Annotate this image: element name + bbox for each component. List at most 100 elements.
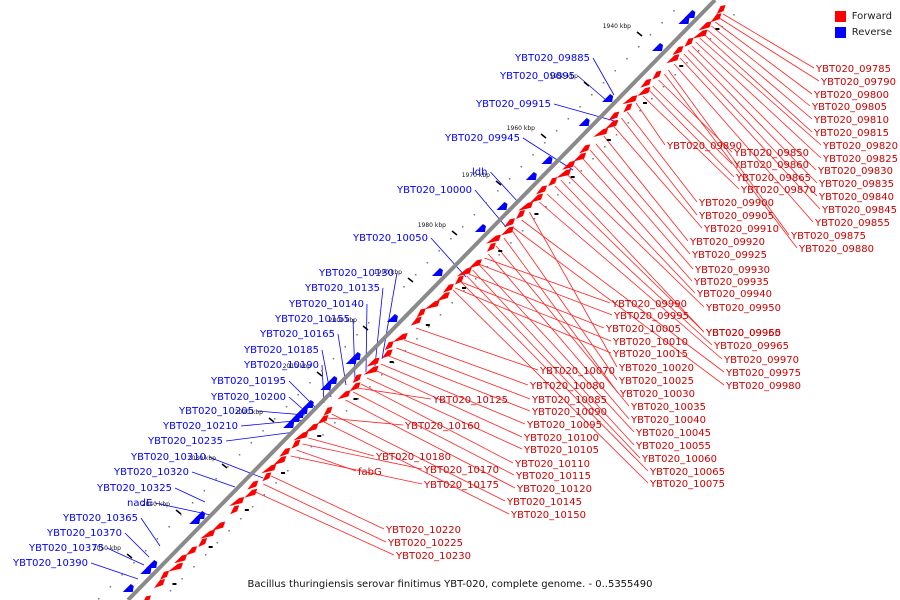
forward-gene-label[interactable]: YBT020_10020 <box>618 363 694 374</box>
forward-gene-label[interactable]: YBT020_10035 <box>630 402 706 413</box>
forward-gene-glyph[interactable] <box>160 570 170 580</box>
forward-gene-label[interactable]: YBT020_09820 <box>822 141 898 152</box>
forward-gene-label[interactable]: YBT020_09890 <box>666 141 742 152</box>
reverse-gene-glyph[interactable] <box>678 16 690 24</box>
forward-gene-label[interactable]: YBT020_09815 <box>813 128 889 139</box>
forward-gene-glyph[interactable] <box>363 365 379 375</box>
forward-gene-glyph[interactable] <box>485 234 501 244</box>
reverse-gene-label[interactable]: YBT020_10155 <box>274 314 350 325</box>
forward-gene-label[interactable]: YBT020_10115 <box>515 471 591 482</box>
reverse-gene-glyph[interactable] <box>541 156 553 164</box>
forward-gene-glyph[interactable] <box>142 595 151 600</box>
forward-gene-glyph[interactable] <box>468 259 482 269</box>
forward-gene-glyph[interactable] <box>637 87 651 96</box>
forward-gene-label[interactable]: YBT020_09870 <box>740 185 816 196</box>
forward-gene-glyph[interactable] <box>518 201 534 211</box>
forward-gene-glyph[interactable] <box>279 447 291 457</box>
forward-gene-label[interactable]: YBT020_09925 <box>691 250 767 261</box>
forward-gene-glyph[interactable] <box>416 308 426 318</box>
forward-gene-label[interactable]: YBT020_09965 <box>713 341 789 352</box>
forward-gene-label[interactable]: YBT020_10125 <box>432 395 508 406</box>
forward-gene-label[interactable]: YBT020_09980 <box>725 381 801 392</box>
forward-gene-glyph[interactable] <box>672 46 684 55</box>
reverse-gene-label[interactable]: ldh <box>472 167 487 178</box>
forward-gene-label[interactable]: YBT020_10070 <box>539 366 615 377</box>
reverse-gene-label[interactable]: YBT020_10390 <box>12 558 88 569</box>
reverse-gene-label[interactable]: YBT020_10140 <box>288 299 364 310</box>
forward-gene-glyph[interactable] <box>261 464 277 474</box>
forward-gene-glyph[interactable] <box>291 439 301 449</box>
forward-gene-label[interactable]: YBT020_10120 <box>516 484 592 495</box>
forward-gene-glyph[interactable] <box>349 382 361 392</box>
forward-gene-glyph[interactable] <box>424 300 440 310</box>
forward-gene-glyph[interactable] <box>548 177 558 187</box>
forward-gene-glyph[interactable] <box>530 193 544 203</box>
reverse-gene-glyph[interactable] <box>345 356 357 364</box>
forward-gene-label[interactable]: YBT020_10060 <box>641 454 717 465</box>
reverse-gene-label[interactable]: YBT020_09895 <box>499 71 575 82</box>
forward-gene-label[interactable]: YBT020_09995 <box>613 311 689 322</box>
reverse-gene-label[interactable]: YBT020_09945 <box>444 133 520 144</box>
forward-gene-glyph[interactable] <box>573 152 587 162</box>
forward-gene-glyph[interactable] <box>337 390 351 400</box>
forward-gene-label[interactable]: YBT020_10040 <box>630 415 706 426</box>
forward-gene-label[interactable]: YBT020_09940 <box>696 289 772 300</box>
forward-gene-label[interactable]: YBT020_10010 <box>612 337 688 348</box>
reverse-gene-label[interactable]: YBT020_10370 <box>46 528 122 539</box>
forward-gene-label[interactable]: YBT020_09800 <box>813 90 889 101</box>
reverse-gene-glyph[interactable] <box>386 314 398 322</box>
forward-gene-glyph[interactable] <box>168 562 184 572</box>
reverse-gene-glyph[interactable] <box>146 560 158 568</box>
forward-gene-label[interactable]: YBT020_09845 <box>821 205 897 216</box>
forward-gene-label[interactable]: YBT020_10110 <box>514 459 590 470</box>
reverse-gene-glyph[interactable] <box>122 584 134 592</box>
forward-gene-label[interactable]: YBT020_09975 <box>725 368 801 379</box>
reverse-gene-glyph[interactable] <box>302 400 314 408</box>
reverse-gene-label[interactable]: nadE <box>127 498 152 509</box>
forward-gene-glyph[interactable] <box>684 37 694 47</box>
forward-gene-label[interactable]: YBT020_10085 <box>531 395 607 406</box>
reverse-gene-label[interactable]: YBT020_10185 <box>243 345 319 356</box>
reverse-gene-glyph[interactable] <box>602 94 614 102</box>
reverse-gene-glyph[interactable] <box>652 43 664 51</box>
forward-gene-label[interactable]: YBT020_10230 <box>395 551 471 562</box>
forward-gene-glyph[interactable] <box>504 218 516 228</box>
reverse-gene-glyph[interactable] <box>431 268 443 276</box>
forward-gene-label[interactable]: YBT020_09825 <box>822 154 898 165</box>
forward-gene-label[interactable]: YBT020_09840 <box>818 192 894 203</box>
forward-gene-glyph[interactable] <box>305 423 319 433</box>
forward-gene-label[interactable]: YBT020_09865 <box>735 173 811 184</box>
reverse-gene-glyph[interactable] <box>283 420 295 428</box>
forward-gene-label[interactable]: YBT020_10075 <box>649 479 725 490</box>
forward-gene-glyph[interactable] <box>605 119 619 129</box>
forward-gene-glyph[interactable] <box>716 5 726 14</box>
forward-gene-glyph[interactable] <box>710 13 722 23</box>
reverse-gene-glyph[interactable] <box>189 516 201 524</box>
forward-gene-label[interactable]: YBT020_09790 <box>820 77 896 88</box>
forward-gene-label[interactable]: YBT020_09920 <box>689 237 765 248</box>
reverse-gene-label[interactable]: YBT020_09915 <box>475 99 551 110</box>
forward-gene-glyph[interactable] <box>323 406 333 416</box>
reverse-gene-glyph[interactable] <box>525 172 537 180</box>
forward-gene-label[interactable]: YBT020_10150 <box>510 510 586 521</box>
forward-gene-glyph[interactable] <box>652 70 662 80</box>
forward-gene-glyph[interactable] <box>273 456 287 465</box>
forward-gene-label[interactable]: YBT020_09860 <box>733 160 809 171</box>
forward-gene-glyph[interactable] <box>262 472 272 482</box>
forward-gene-label[interactable]: YBT020_10080 <box>529 381 605 392</box>
forward-gene-glyph[interactable] <box>230 505 240 515</box>
reverse-gene-glyph[interactable] <box>140 566 152 574</box>
forward-gene-glyph[interactable] <box>247 480 259 490</box>
forward-gene-glyph[interactable] <box>381 349 393 359</box>
forward-gene-label[interactable]: YBT020_10025 <box>618 376 694 387</box>
forward-gene-label[interactable]: YBT020_10045 <box>635 428 711 439</box>
forward-gene-label[interactable]: YBT020_10145 <box>506 497 582 508</box>
forward-gene-glyph[interactable] <box>212 521 226 531</box>
forward-gene-glyph[interactable] <box>536 185 548 195</box>
reverse-gene-label[interactable]: YBT020_10000 <box>396 185 472 196</box>
forward-gene-glyph[interactable] <box>154 579 166 588</box>
forward-gene-glyph[interactable] <box>392 333 408 342</box>
forward-gene-label[interactable]: YBT020_09960 <box>705 328 781 339</box>
reverse-gene-label[interactable]: YBT020_10195 <box>210 376 286 387</box>
forward-gene-glyph[interactable] <box>593 128 609 137</box>
